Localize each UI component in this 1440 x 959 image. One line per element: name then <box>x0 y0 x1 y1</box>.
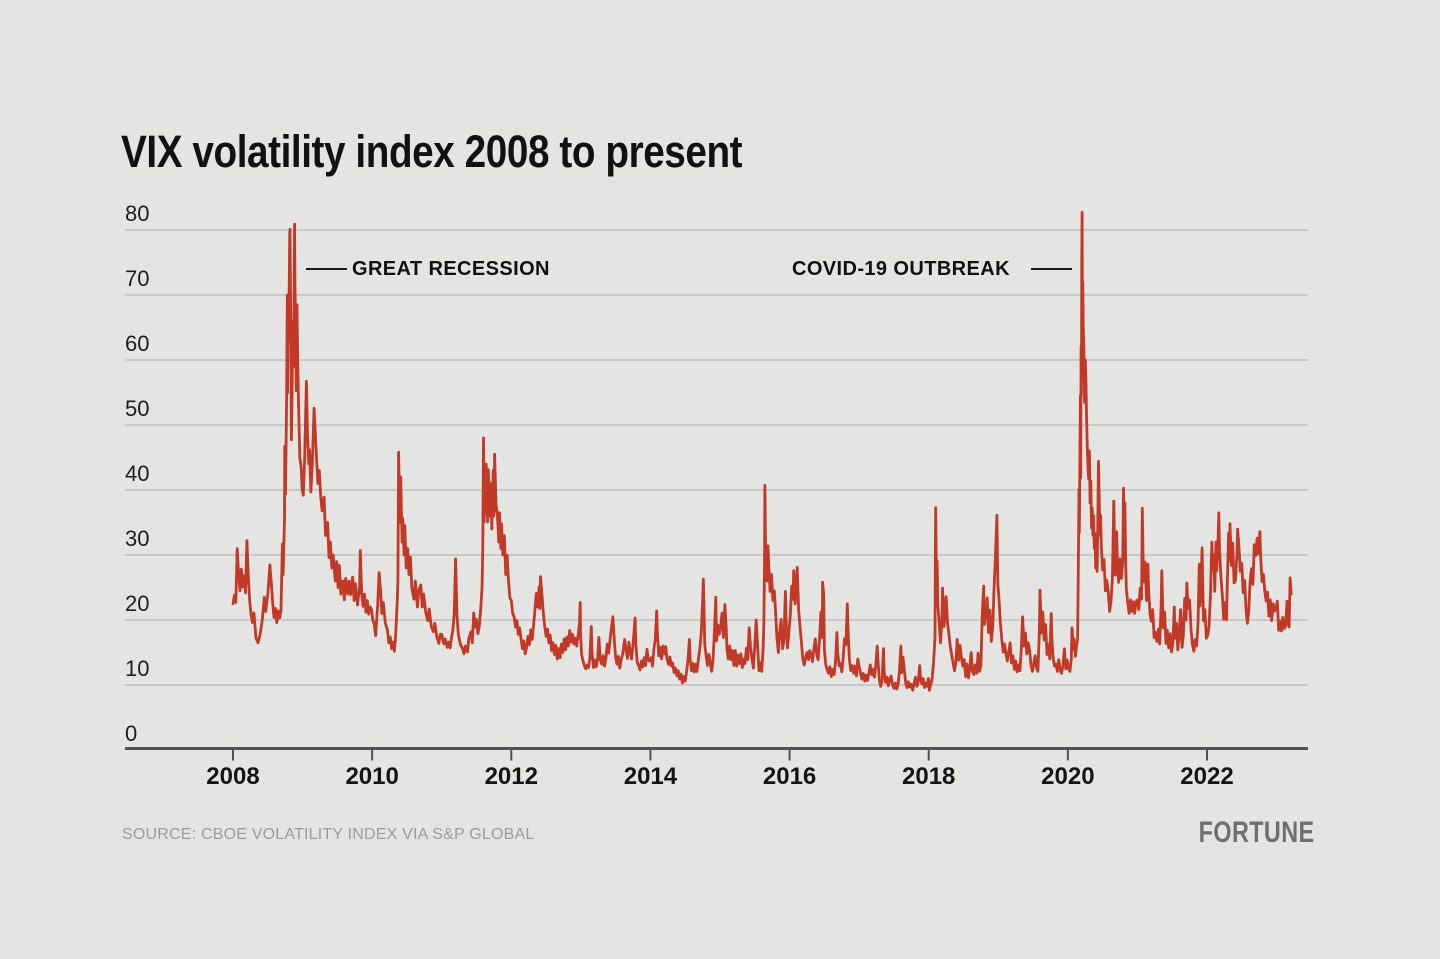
y-axis-label: 60 <box>125 331 149 356</box>
chart-title: VIX volatility index 2008 to present <box>121 126 743 177</box>
y-axis-label: 70 <box>125 266 149 291</box>
y-axis-label: 30 <box>125 526 149 551</box>
covid-pointer-line <box>1031 268 1072 270</box>
annotation-covid-outbreak: COVID-19 OUTBREAK <box>792 258 1010 280</box>
x-axis-label: 2010 <box>345 763 398 790</box>
x-axis-label: 2020 <box>1041 763 1094 790</box>
y-axis-label: 50 <box>125 396 149 421</box>
y-axis-label: 0 <box>125 721 137 746</box>
x-axis-label: 2018 <box>902 763 955 790</box>
y-axis-label: 10 <box>125 656 149 681</box>
x-axis-label: 2012 <box>485 763 538 790</box>
y-axis-label: 20 <box>125 591 149 616</box>
annotation-great-recession: GREAT RECESSION <box>352 258 550 280</box>
x-axis-label: 2022 <box>1180 763 1233 790</box>
x-axis-label: 2008 <box>206 763 259 790</box>
x-axis-label: 2014 <box>624 763 678 790</box>
y-axis-label: 80 <box>125 201 149 226</box>
fortune-logo: FORTUNE <box>1198 816 1314 849</box>
great-recession-pointer-line <box>306 268 347 270</box>
source-note: SOURCE: CBOE VOLATILITY INDEX VIA S&P GL… <box>122 826 535 843</box>
x-axis-label: 2016 <box>763 763 816 790</box>
vix-series-line <box>231 210 1293 692</box>
y-axis-label: 40 <box>125 461 149 486</box>
